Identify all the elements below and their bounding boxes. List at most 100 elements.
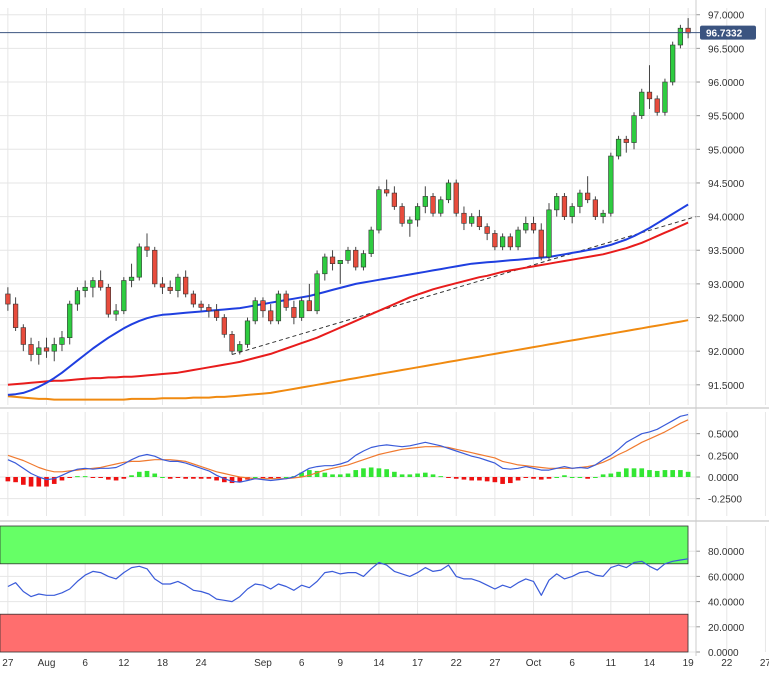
macd-histogram-bar	[214, 477, 219, 481]
x-tick-label: 6	[82, 658, 88, 669]
rsi-y-tick-label: 80.0000	[708, 547, 745, 558]
candle-body	[623, 138, 629, 143]
macd-histogram-bar	[175, 477, 181, 478]
macd-histogram-bar	[477, 477, 482, 481]
candlesticks	[5, 18, 691, 365]
candle-body	[12, 303, 19, 328]
rsi-y-tick-label: 40.0000	[708, 598, 745, 609]
x-tick-label: 14	[373, 658, 385, 669]
candle-body	[306, 300, 312, 312]
candle-body	[291, 307, 297, 318]
x-tick-label: 11	[606, 658, 617, 669]
macd-histogram-bar	[260, 477, 266, 478]
x-tick-label: Sep	[254, 658, 272, 669]
macd-histogram-bar	[136, 471, 142, 477]
macd-histogram-bar	[82, 476, 88, 478]
current-price-badge-text: 96.7332	[706, 29, 743, 40]
x-tick-label: 6	[299, 658, 305, 669]
candle-body	[422, 196, 428, 207]
macd-histogram-bar	[376, 468, 382, 477]
macd-histogram-bar	[121, 477, 127, 479]
macd-y-tick-label: 0.0000	[708, 473, 739, 484]
macd-histogram-bar	[554, 477, 560, 478]
candle-body	[229, 334, 235, 352]
candle-body	[492, 233, 498, 248]
candle-body	[507, 236, 513, 248]
candle-body	[391, 192, 398, 207]
macd-y-tick-label: 0.5000	[708, 430, 739, 441]
candle-body	[5, 293, 11, 305]
macd-histogram-bar	[585, 477, 590, 479]
current-price-badge: 96.7332	[700, 25, 756, 40]
price-y-tick-label: 94.0000	[708, 213, 745, 224]
candle-body	[20, 327, 26, 345]
candle-body	[283, 293, 289, 308]
macd-histogram-bar	[399, 474, 405, 477]
rsi-y-tick-label: 60.0000	[708, 572, 745, 583]
macd-histogram-bar	[36, 477, 42, 487]
macd-histogram-bar	[484, 477, 490, 482]
macd-histogram-bar	[345, 473, 351, 477]
macd-histogram-bar	[299, 472, 304, 477]
candle-body	[461, 212, 467, 224]
x-tick-label: 18	[157, 658, 169, 669]
candle-body	[175, 276, 181, 291]
candle-body	[28, 344, 34, 355]
macd-y-tick-label: 0.2500	[708, 451, 739, 462]
macd-histogram-bar	[59, 477, 65, 481]
macd-histogram-bar	[446, 477, 451, 478]
macd-histogram-bar	[678, 470, 683, 477]
macd-histogram-bar	[508, 477, 513, 484]
macd-histogram-bar	[670, 470, 675, 477]
macd-histogram-bar	[75, 476, 80, 478]
macd-histogram-bar	[368, 467, 374, 477]
candle-body	[59, 337, 65, 345]
candle-body	[569, 206, 575, 217]
candle-body	[329, 256, 336, 264]
candle-body	[376, 189, 382, 231]
rsi-overbought-band	[0, 525, 689, 565]
macd-histogram-bar	[28, 477, 34, 487]
macd-histogram-bar	[515, 477, 521, 481]
candle-body	[639, 91, 645, 116]
candle-body	[608, 155, 614, 214]
candle-body	[499, 236, 506, 248]
x-tick-label: 6	[569, 658, 575, 669]
x-tick-label: 24	[196, 658, 208, 669]
candle-body	[159, 283, 166, 288]
macd-histogram-bar	[353, 470, 359, 477]
candle-body	[121, 280, 127, 312]
axes	[0, 0, 769, 656]
candle-body	[206, 307, 212, 312]
candle-body	[360, 253, 367, 268]
macd-histogram-bar	[129, 475, 134, 477]
candle-body	[407, 219, 413, 224]
candle-body	[484, 226, 490, 234]
macd-histogram-bar	[538, 477, 544, 480]
trendline	[231, 216, 697, 356]
candle-body	[600, 212, 606, 217]
macd-histogram-bar	[144, 470, 150, 477]
candle-body	[453, 182, 459, 214]
grid	[0, 8, 766, 653]
macd-histogram-bar	[461, 477, 467, 480]
macd-histogram-bar	[276, 477, 281, 478]
current-price-badge-bg	[700, 25, 756, 40]
candle-body	[322, 256, 328, 275]
x-tick-label: 22	[451, 658, 463, 669]
macd-histogram-bar	[593, 477, 598, 478]
candle-body	[314, 273, 320, 312]
candle-body	[538, 229, 544, 258]
sma-mid-line	[7, 221, 689, 386]
candle-body	[438, 199, 444, 214]
rsi-y-tick-label: 20.0000	[708, 623, 745, 634]
price-y-tick-label: 97.0000	[708, 11, 745, 22]
candle-body	[399, 206, 405, 224]
candle-body	[592, 199, 598, 217]
x-tick-label: 14	[644, 658, 656, 669]
macd-histogram-bar	[90, 477, 96, 478]
candle-body	[190, 293, 197, 305]
macd-histogram-bar	[531, 477, 536, 479]
